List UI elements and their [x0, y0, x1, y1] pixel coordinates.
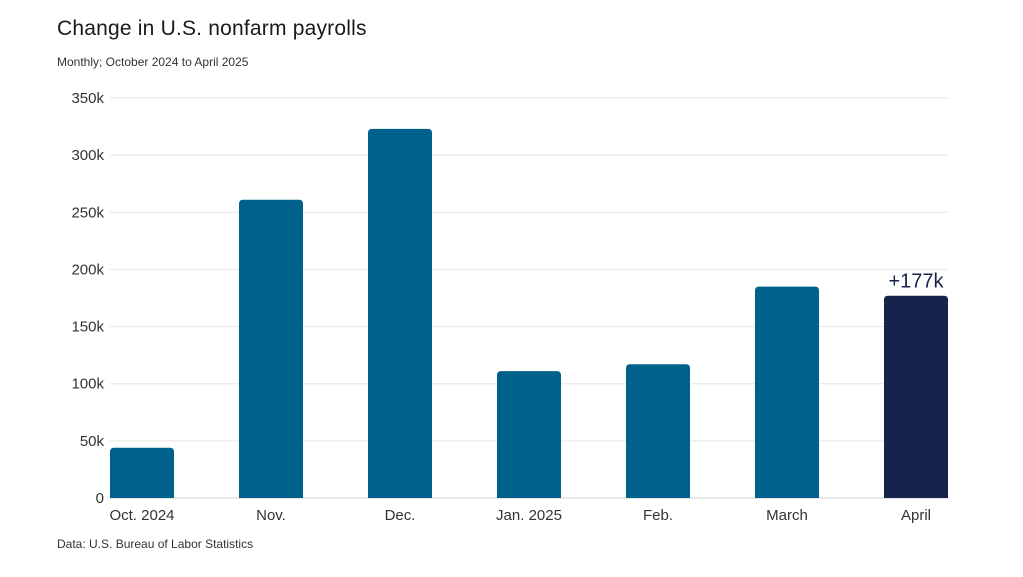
y-tick-label: 100k	[71, 376, 104, 393]
y-axis-ticks: 0 50k 100k 150k 200k 250k 300k 350k	[71, 90, 104, 507]
y-tick-label: 50k	[80, 433, 105, 450]
x-tick-label: Dec.	[385, 507, 416, 524]
x-tick-label: Nov.	[256, 507, 286, 524]
bars	[110, 128, 948, 498]
bar-feb	[626, 364, 690, 498]
bar-jan-2025	[497, 371, 561, 498]
y-tick-label: 350k	[71, 90, 104, 107]
y-tick-label: 200k	[71, 261, 104, 278]
x-tick-label: March	[766, 507, 808, 524]
bar-april	[884, 295, 948, 498]
x-tick-label: Oct. 2024	[109, 507, 174, 524]
bar-march	[755, 286, 819, 498]
bar-nov	[239, 199, 303, 498]
data-label: +177k	[888, 271, 944, 293]
x-tick-label: Feb.	[643, 507, 673, 524]
y-tick-label: 250k	[71, 204, 104, 221]
bar-dec	[368, 128, 432, 498]
x-tick-label: Jan. 2025	[496, 507, 562, 524]
y-tick-label: 150k	[71, 319, 104, 336]
chart-subtitle: Monthly; October 2024 to April 2025	[57, 55, 249, 69]
y-tick-label: 0	[96, 490, 104, 507]
x-tick-label: April	[901, 507, 931, 524]
chart-source: Data: U.S. Bureau of Labor Statistics	[57, 537, 254, 551]
bar-oct-2024	[110, 447, 174, 498]
chart-title: Change in U.S. nonfarm payrolls	[57, 17, 367, 40]
annotations: +177k	[888, 271, 944, 293]
y-tick-label: 300k	[71, 147, 104, 164]
x-axis-ticks: Oct. 2024 Nov. Dec. Jan. 2025 Feb. March April	[109, 507, 931, 524]
